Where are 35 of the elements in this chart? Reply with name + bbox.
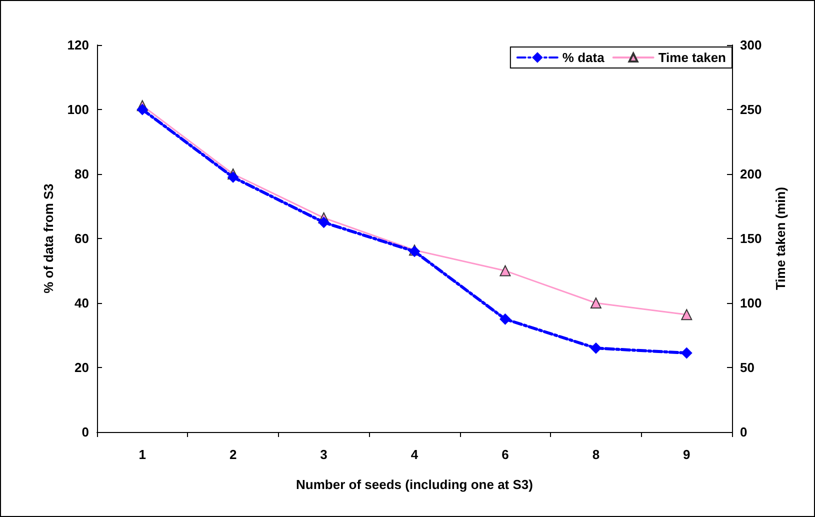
legend-label: % data (562, 50, 606, 65)
y2-tick-label: 100 (740, 296, 762, 310)
x-tick-label: 8 (592, 447, 600, 462)
y2-tick-label: 150 (740, 231, 762, 246)
point (681, 347, 692, 358)
y-axis-title: % of data from S3 (41, 184, 56, 294)
y2-tick-label: 200 (740, 166, 762, 182)
y-tick-label: 20 (74, 360, 89, 375)
point (228, 172, 239, 183)
x-tick-label: 9 (683, 447, 690, 462)
x-tick-label: 4 (410, 447, 419, 462)
point (590, 298, 602, 308)
y-tick-label: 60 (74, 231, 89, 246)
y-tick-label: 0 (82, 424, 89, 440)
x-tick-label: 1 (138, 447, 146, 462)
point (136, 104, 148, 115)
y2-axis-title: Time taken (min) (773, 186, 788, 290)
point (318, 216, 330, 228)
y-tick-label: 120 (67, 38, 89, 52)
y-tick-label: 80 (74, 166, 89, 182)
point (500, 265, 511, 276)
point (500, 314, 511, 325)
y-tick-label: 40 (74, 296, 89, 310)
y-tick-label: 100 (67, 102, 89, 117)
point (681, 309, 692, 320)
point (590, 342, 602, 354)
x-tick-label: 2 (229, 447, 237, 462)
y2-tick-label: 300 (740, 38, 762, 52)
x-tick-label: 3 (320, 447, 328, 462)
x-tick-label: 6 (502, 447, 509, 462)
y2-tick-label: 250 (740, 102, 762, 117)
y2-tick-label: 0 (740, 424, 748, 440)
legend-label: Time taken (658, 50, 726, 65)
y2-tick-label: 50 (740, 360, 754, 375)
x-axis-title: Number of seeds (including one at S3) (296, 477, 533, 492)
